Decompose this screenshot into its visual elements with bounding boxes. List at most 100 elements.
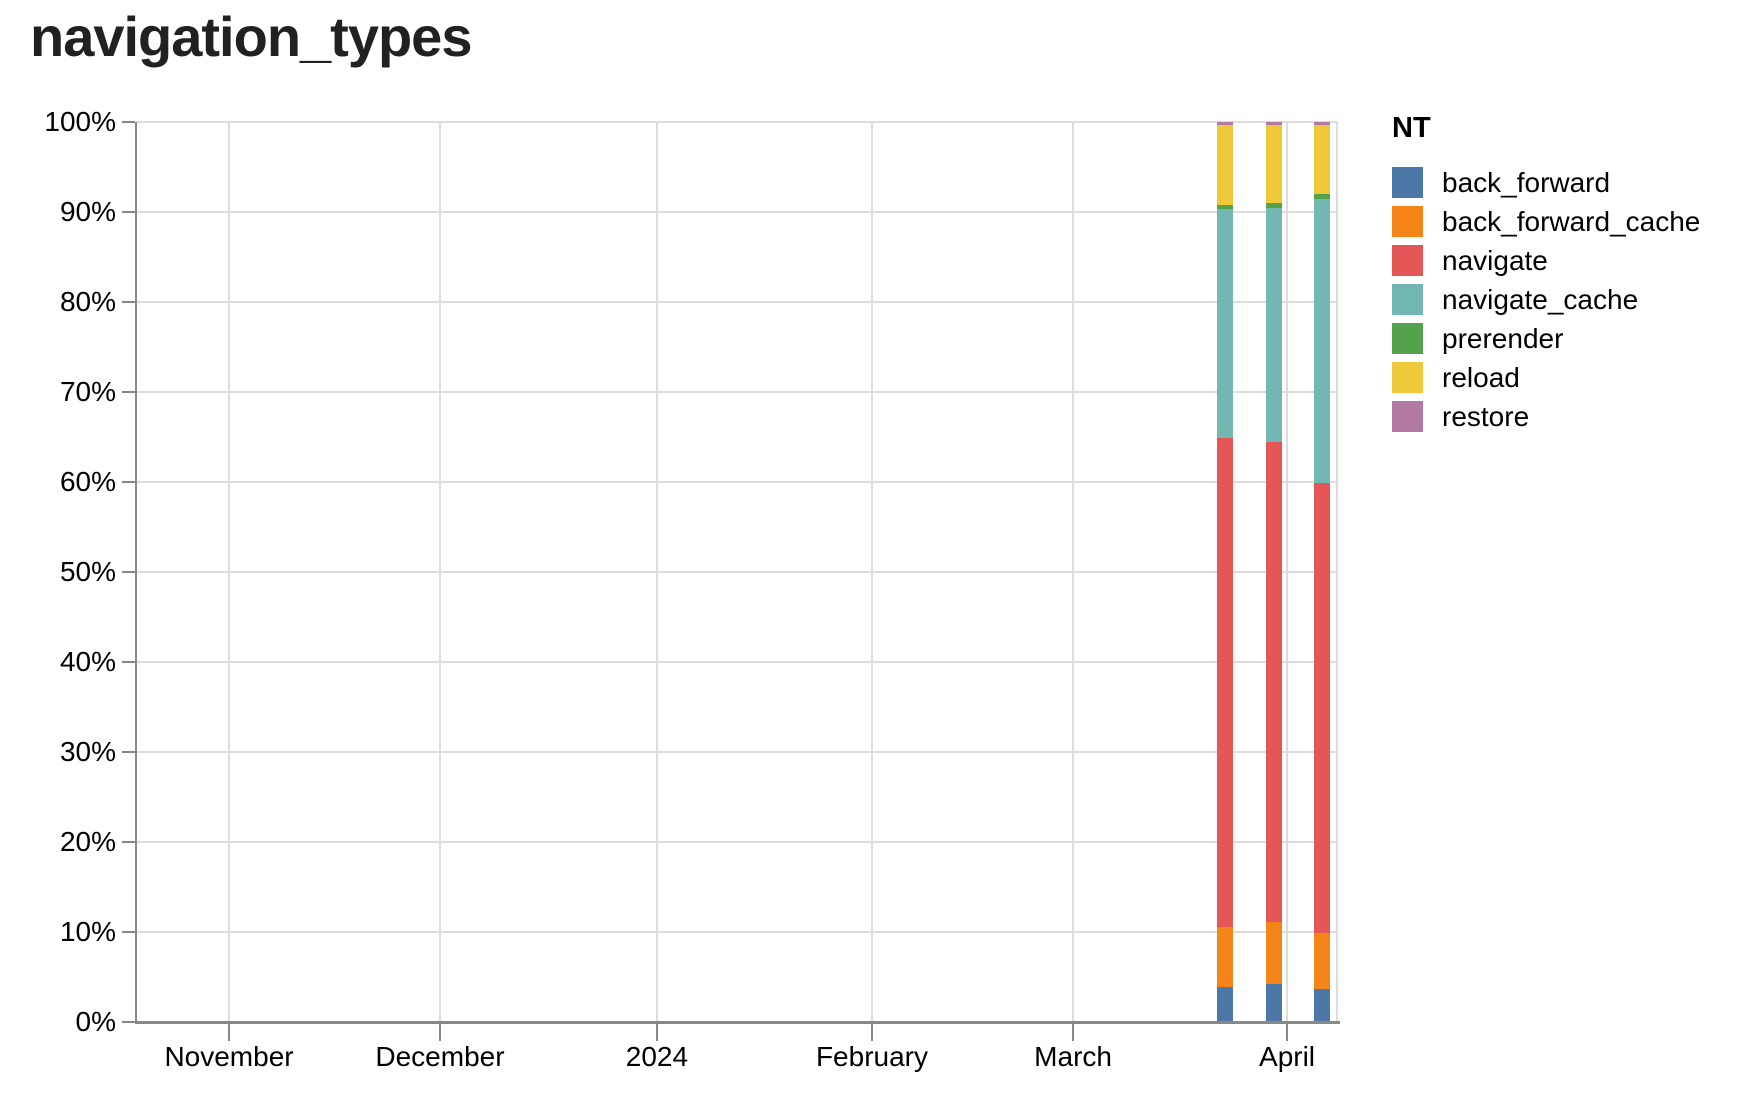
y-tick-label: 10% <box>59 916 116 947</box>
x-tick <box>1286 1024 1289 1041</box>
bar-segment-navigate[interactable] <box>1217 437 1233 927</box>
y-tick <box>122 571 135 573</box>
bar-group <box>1314 122 1330 1022</box>
legend-swatch-reload <box>1392 362 1423 393</box>
bar-segment-back_forward[interactable] <box>1265 984 1282 1022</box>
x-gridline <box>438 122 441 1022</box>
bar-segment-navigate[interactable] <box>1314 482 1330 933</box>
y-tick-label: 70% <box>59 376 116 407</box>
bar-segment-restore[interactable] <box>1265 122 1282 125</box>
x-gridline <box>1072 122 1075 1022</box>
bar-segment-reload[interactable] <box>1265 124 1282 204</box>
legend-item-reload: reload <box>1392 362 1700 393</box>
bar-segment-back_forward_cache[interactable] <box>1265 922 1282 985</box>
legend-title: NT <box>1392 112 1431 144</box>
bar-segment-prerender[interactable] <box>1217 205 1233 210</box>
y-gridline <box>136 931 1338 933</box>
y-tick-label: 60% <box>59 466 116 497</box>
y-tick-label: 90% <box>59 196 116 227</box>
y-tick <box>122 841 135 843</box>
bar-segment-back_forward_cache[interactable] <box>1217 926 1233 987</box>
x-tick <box>870 1024 873 1041</box>
y-tick <box>122 751 135 753</box>
legend-item-back_forward: back_forward <box>1392 167 1700 198</box>
y-gridline <box>136 121 1338 123</box>
legend-label: back_forward <box>1442 166 1611 198</box>
x-tick-label: April <box>1259 1041 1316 1072</box>
bar-segment-restore[interactable] <box>1217 122 1233 125</box>
bar-segment-back_forward[interactable] <box>1314 988 1330 1022</box>
x-gridline <box>228 122 231 1022</box>
y-tick-label: 20% <box>59 826 116 857</box>
bar-segment-prerender[interactable] <box>1314 194 1330 199</box>
x-tick <box>228 1024 231 1041</box>
y-tick-label: 80% <box>59 286 116 317</box>
y-tick <box>122 661 135 663</box>
y-gridline <box>136 841 1338 843</box>
x-tick-label: March <box>1034 1041 1112 1072</box>
chart-title: navigation_types <box>30 5 472 68</box>
y-tick <box>122 211 135 213</box>
bar-segment-navigate_cache[interactable] <box>1265 207 1282 443</box>
y-tick-label: 0% <box>75 1006 116 1037</box>
y-gridline <box>136 301 1338 303</box>
x-tick-label: February <box>815 1041 928 1072</box>
y-tick-label: 30% <box>59 736 116 767</box>
legend-swatch-back_forward_cache <box>1392 206 1423 237</box>
x-axis-domain-line <box>135 1021 1340 1024</box>
y-gridline <box>136 211 1338 213</box>
x-tick-label: 2024 <box>625 1041 689 1072</box>
plot-right-edge-gridline <box>1336 122 1338 1022</box>
bar-segment-restore[interactable] <box>1314 122 1330 125</box>
plot-area <box>136 121 1338 1022</box>
x-tick-label: December <box>375 1041 505 1072</box>
x-tick <box>655 1024 658 1041</box>
legend-label: back_forward_cache <box>1442 205 1701 237</box>
legend-swatch-navigate_cache <box>1392 284 1423 315</box>
y-tick <box>122 391 135 393</box>
bar-group <box>1265 122 1282 1022</box>
bar-segment-navigate_cache[interactable] <box>1217 209 1233 438</box>
legend-label: prerender <box>1442 322 1564 354</box>
x-tick <box>438 1024 441 1041</box>
bar-segment-reload[interactable] <box>1314 124 1330 195</box>
legend-label: navigate_cache <box>1442 283 1639 315</box>
legend-swatch-prerender <box>1392 323 1423 354</box>
x-gridline <box>1286 122 1289 1022</box>
y-tick <box>122 301 135 303</box>
legend-label: navigate <box>1442 244 1548 276</box>
legend-item-navigate: navigate <box>1392 245 1700 276</box>
x-gridline <box>870 122 873 1022</box>
y-tick-label: 100% <box>44 106 116 137</box>
x-gridline <box>655 122 658 1022</box>
legend-item-back_forward_cache: back_forward_cache <box>1392 206 1700 237</box>
y-gridline <box>136 391 1338 393</box>
y-axis-domain-line <box>135 122 137 1022</box>
bar-segment-prerender[interactable] <box>1265 203 1282 208</box>
legend-label: restore <box>1442 400 1530 432</box>
bar-segment-navigate[interactable] <box>1265 442 1282 923</box>
y-tick-label: 40% <box>59 646 116 677</box>
bar-segment-reload[interactable] <box>1217 124 1233 206</box>
y-gridline <box>136 661 1338 663</box>
legend-item-navigate_cache: navigate_cache <box>1392 284 1700 315</box>
bar-segment-back_forward[interactable] <box>1217 986 1233 1022</box>
legend-item-prerender: prerender <box>1392 323 1700 354</box>
x-tick <box>1072 1024 1075 1041</box>
bar-group <box>1217 122 1233 1022</box>
y-tick <box>122 481 135 483</box>
y-tick <box>122 931 135 933</box>
legend-label: reload <box>1442 361 1520 393</box>
legend-swatch-back_forward <box>1392 167 1423 198</box>
y-tick <box>122 1021 135 1023</box>
legend-swatch-navigate <box>1392 245 1423 276</box>
legend-swatch-restore <box>1392 401 1423 432</box>
legend-item-restore: restore <box>1392 401 1700 432</box>
y-gridline <box>136 481 1338 483</box>
bar-segment-navigate_cache[interactable] <box>1314 198 1330 483</box>
y-gridline <box>136 751 1338 753</box>
y-tick-label: 50% <box>59 556 116 587</box>
bar-segment-back_forward_cache[interactable] <box>1314 932 1330 989</box>
